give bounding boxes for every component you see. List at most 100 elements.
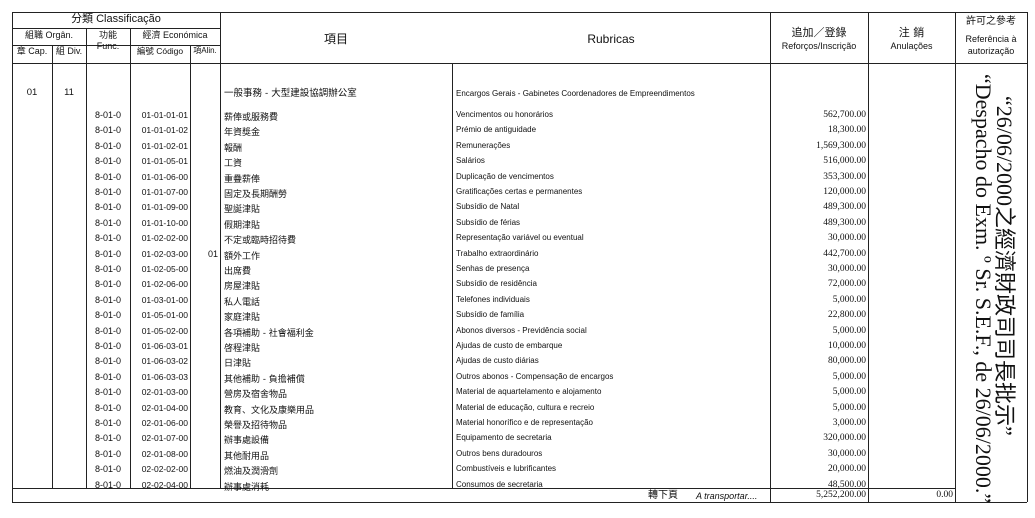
section-item: 一般事務 - 大型建設協調辦公室 — [224, 88, 357, 99]
table-row: 8-01-0 01-02-02-00 不定或臨時招待費 Representação v… — [0, 232, 1035, 247]
header-organ: 組職 Orgân. — [24, 30, 73, 40]
rule — [86, 28, 87, 488]
header-reforcos: Reforços/Inscrição — [781, 41, 857, 51]
header-div: 組 Div. — [55, 46, 83, 56]
cell-rubrica: Vencimentos ou honorários — [456, 110, 553, 119]
cell-code: 01-03-01-00 — [141, 294, 188, 305]
cell-amount: 5,000.00 — [832, 402, 866, 413]
cell-code: 02-01-08-00 — [141, 448, 188, 459]
cell-code: 01-02-02-00 — [141, 233, 188, 244]
cell-amount: 5,000.00 — [832, 371, 866, 382]
cell-amount: 72,000.00 — [828, 279, 866, 290]
header-func-zh: 功能 — [98, 30, 117, 40]
cell-item-zh: 燃油及潤滑劑 — [224, 467, 279, 478]
cell-func: 8-01-0 — [94, 187, 121, 197]
cell-item-zh: 私人電話 — [224, 297, 261, 308]
cell-rubrica: Senhas de presença — [456, 264, 530, 273]
rule — [220, 12, 221, 488]
rule — [1027, 12, 1028, 502]
cell-amount: 80,000.00 — [828, 356, 866, 367]
cell-amount: 442,700.00 — [823, 248, 866, 259]
cell-item-zh: 家庭津貼 — [224, 313, 261, 324]
cell-code: 02-01-04-00 — [141, 402, 188, 413]
cell-item-zh: 出席費 — [224, 267, 252, 277]
cell-func: 8-01-0 — [94, 310, 121, 321]
cell-amount: 120,000.00 — [823, 187, 866, 197]
footer-label-zh: 轉下頁 — [648, 490, 678, 501]
cell-code: 01-02-05-00 — [141, 264, 188, 274]
cell-func: 8-01-0 — [94, 156, 121, 167]
cell-code: 01-01-02-01 — [141, 140, 188, 151]
table-row: 8-01-0 01-01-10-00 假期津貼 Subsídio de férias 4… — [0, 217, 1035, 231]
cell-rubrica: Trabalho extraordinário — [456, 248, 539, 258]
cell-code: 01-02-03-00 — [141, 248, 188, 259]
header-rubricas: Rubricas — [587, 32, 635, 46]
section-rubrica: Encargos Gerais - Gabinetes Coordenadore… — [456, 89, 695, 98]
cell-amount: 3,000.00 — [832, 418, 866, 428]
cell-func: 8-01-0 — [94, 464, 121, 475]
cell-rubrica: Material honorífico e de representação — [456, 418, 593, 427]
cell-amount: 18,300.00 — [828, 125, 866, 136]
cell-amount: 353,300.00 — [823, 171, 866, 182]
cell-func: 8-01-0 — [94, 233, 121, 244]
cell-func: 8-01-0 — [94, 140, 121, 151]
cell-item-zh: 房屋津貼 — [224, 282, 261, 293]
cell-rubrica: Combustíveis e lubrificantes — [456, 464, 557, 474]
cell-code: 01-06-03-01 — [141, 341, 188, 351]
table-row: 8-01-0 01-02-06-00 房屋津貼 Subsídio de residên… — [0, 278, 1035, 293]
cell-item-zh: 其他補助 - 負擔補償 — [224, 374, 305, 385]
cell-rubrica: Equipamento de secretaria — [456, 433, 552, 443]
cell-func: 8-01-0 — [94, 448, 121, 459]
cell-item-zh: 啓程津貼 — [224, 344, 261, 354]
footer-total-reforcos: 5,252,200.00 — [816, 490, 866, 500]
cell-amount: 489,300.00 — [823, 217, 866, 228]
cell-func: 8-01-0 — [94, 202, 121, 213]
table-row: 8-01-0 01-02-03-00 01 額外工作 Trabalho extraord… — [0, 248, 1035, 262]
header-item: 項目 — [323, 32, 348, 46]
cell-amount: 30,000.00 — [828, 233, 866, 244]
table-row: 8-01-0 02-01-04-00 教育、文化及康樂用品 Material de e… — [0, 402, 1035, 416]
table-row: 8-01-0 02-02-04-00 辦事處消耗 Consumos de secret… — [0, 479, 1035, 493]
table-row: 8-01-0 01-01-01-01 薪俸或服務費 Vencimentos ou ho… — [0, 109, 1035, 123]
table-row: 8-01-0 01-01-05-01 工資 Salários 516,000.00 — [0, 155, 1035, 170]
cell-func: 8-01-0 — [94, 171, 121, 182]
section-div: 11 — [64, 87, 74, 98]
cell-func: 8-01-0 — [94, 264, 121, 274]
footer-label-pt: A transportar.... — [696, 491, 758, 501]
cell-item-zh: 教育、文化及康樂用品 — [224, 405, 315, 416]
header-anulacoes-zh: 注 銷 — [898, 26, 925, 39]
table-row: 8-01-0 01-03-01-00 私人電話 Telefones individua… — [0, 294, 1035, 308]
header-ref: Referência à autorização — [965, 34, 1017, 56]
header-cap: 章 Cap. — [16, 46, 48, 56]
cell-amount: 5,000.00 — [832, 325, 866, 336]
cell-code: 01-02-06-00 — [141, 279, 188, 290]
cell-rubrica: Ajudas de custo diárias — [456, 356, 539, 366]
rule — [12, 28, 220, 29]
cell-item-zh: 不定或臨時招待費 — [224, 236, 297, 247]
table-row: 8-01-0 02-01-08-00 其他耐用品 Outros bens durado… — [0, 448, 1035, 462]
cell-code: 01-01-01-02 — [141, 125, 188, 136]
cell-rubrica: Subsídio de férias — [456, 217, 521, 227]
cell-item-zh: 額外工作 — [224, 251, 261, 262]
header-alin: 項Alin. — [193, 46, 217, 55]
cell-func: 8-01-0 — [94, 371, 121, 382]
cell-func: 8-01-0 — [94, 279, 121, 290]
rule — [12, 45, 220, 46]
cell-amount: 20,000.00 — [828, 464, 866, 475]
cell-code: 01-01-09-00 — [141, 202, 188, 213]
cell-func: 8-01-0 — [94, 294, 121, 305]
rule — [770, 12, 771, 502]
cell-item-zh: 工資 — [224, 159, 243, 170]
cell-item-zh: 辦事處設備 — [224, 436, 270, 447]
cell-code: 01-01-07-00 — [141, 187, 188, 197]
rule — [12, 12, 1027, 13]
table-row: 8-01-0 01-06-03-01 啓程津貼 Ajudas de custo de … — [0, 340, 1035, 354]
cell-func: 8-01-0 — [94, 356, 121, 367]
cell-rubrica: Subsídio de Natal — [456, 202, 520, 212]
table-row: 8-01-0 01-05-01-00 家庭津貼 Subsídio de família… — [0, 309, 1035, 324]
cell-amount: 489,300.00 — [823, 202, 866, 213]
rule — [130, 28, 131, 488]
rule — [12, 12, 13, 502]
cell-func: 8-01-0 — [94, 433, 121, 444]
cell-code: 01-06-03-02 — [141, 356, 188, 367]
